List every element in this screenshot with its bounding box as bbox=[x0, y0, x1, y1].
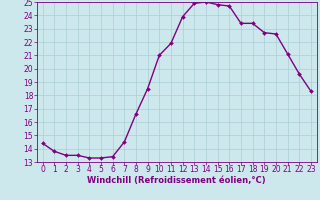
X-axis label: Windchill (Refroidissement éolien,°C): Windchill (Refroidissement éolien,°C) bbox=[87, 176, 266, 185]
